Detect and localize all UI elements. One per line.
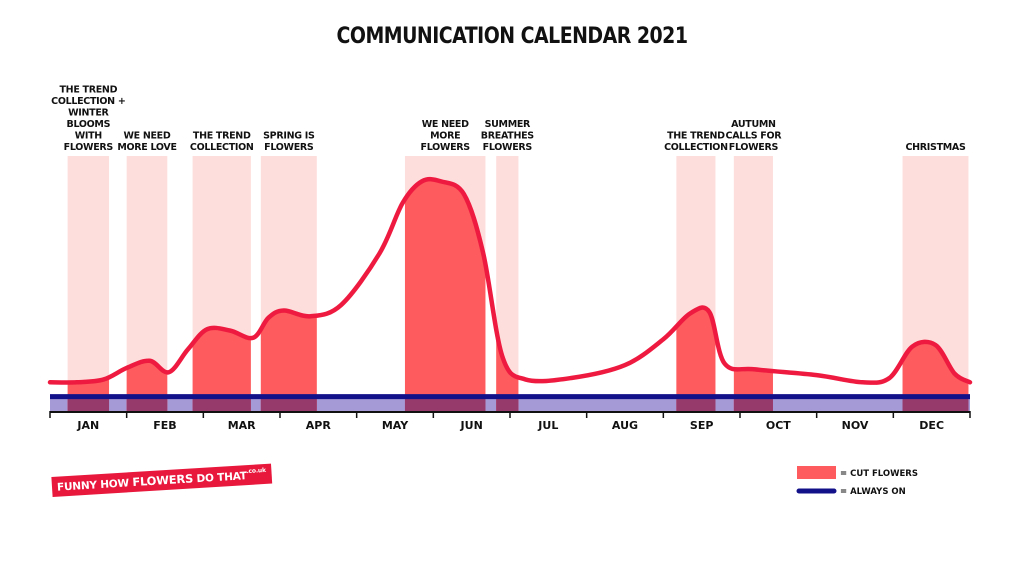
legend: = CUT FLOWERS = ALWAYS ON bbox=[796, 466, 918, 497]
campaign-label-3: THE TREND COLLECTION bbox=[190, 131, 254, 154]
month-label-apr: APR bbox=[306, 419, 332, 432]
campaign-label-2: WE NEED MORE LOVE bbox=[117, 131, 176, 154]
x-axis: JAN FEB MAR APR MAY JUN JUL AUG SEP OCT NOV DEC bbox=[49, 411, 971, 432]
overlap-fill-8 bbox=[733, 396, 773, 411]
overlap-fill-2 bbox=[126, 396, 168, 411]
campaign-band-1 bbox=[67, 156, 110, 411]
legend-cut-flowers-label: = CUT FLOWERS bbox=[840, 469, 918, 479]
overlap-fill-4 bbox=[260, 396, 317, 411]
month-label-jan: JAN bbox=[76, 419, 99, 432]
overlap-fill-3 bbox=[192, 396, 251, 411]
cut-flowers-line bbox=[47, 176, 973, 385]
overlap-fill-6 bbox=[496, 396, 519, 411]
month-label-jun: JUN bbox=[460, 419, 483, 432]
campaign-label-6: SUMMER BREATHES FLOWERS bbox=[481, 119, 534, 153]
overlap-fills bbox=[67, 396, 969, 411]
series-lines bbox=[47, 176, 973, 400]
overlap-fill-9 bbox=[902, 396, 969, 411]
month-label-oct: OCT bbox=[766, 419, 791, 432]
month-label-dec: DEC bbox=[919, 419, 944, 432]
month-label-mar: MAR bbox=[228, 419, 256, 432]
month-label-jul: JUL bbox=[537, 419, 558, 432]
overlap-fill-7 bbox=[676, 396, 716, 411]
month-label-nov: NOV bbox=[842, 419, 869, 432]
campaign-label-7: THE TREND COLLECTION bbox=[664, 131, 728, 154]
campaign-label-8: AUTUMN CALLS FOR FLOWERS bbox=[726, 119, 783, 153]
campaign-label-5: WE NEED MORE FLOWERS bbox=[421, 119, 471, 153]
month-label-aug: AUG bbox=[612, 419, 638, 432]
legend-cut-flowers-swatch bbox=[797, 466, 836, 479]
campaign-label-4: SPRING IS FLOWERS bbox=[263, 131, 315, 154]
legend-always-on-label: = ALWAYS ON bbox=[840, 487, 906, 497]
cut-flowers-area bbox=[67, 179, 969, 411]
month-label-feb: FEB bbox=[153, 419, 176, 432]
campaign-labels: THE TREND COLLECTION + WINTER BLOOMS WITH FLO… bbox=[51, 85, 966, 154]
campaign-label-9: CHRISTMAS bbox=[905, 142, 966, 153]
overlap-fill-5 bbox=[404, 396, 486, 411]
page-title: COMMUNICATION CALENDAR 2021 bbox=[336, 24, 688, 49]
month-label-may: MAY bbox=[382, 419, 409, 432]
campaign-label-1: THE TREND COLLECTION + WINTER BLOOMS WITH FLO… bbox=[51, 85, 125, 154]
cut-flowers-fills bbox=[67, 179, 969, 411]
month-label-sep: SEP bbox=[690, 419, 714, 432]
overlap-fill-1 bbox=[67, 396, 110, 411]
